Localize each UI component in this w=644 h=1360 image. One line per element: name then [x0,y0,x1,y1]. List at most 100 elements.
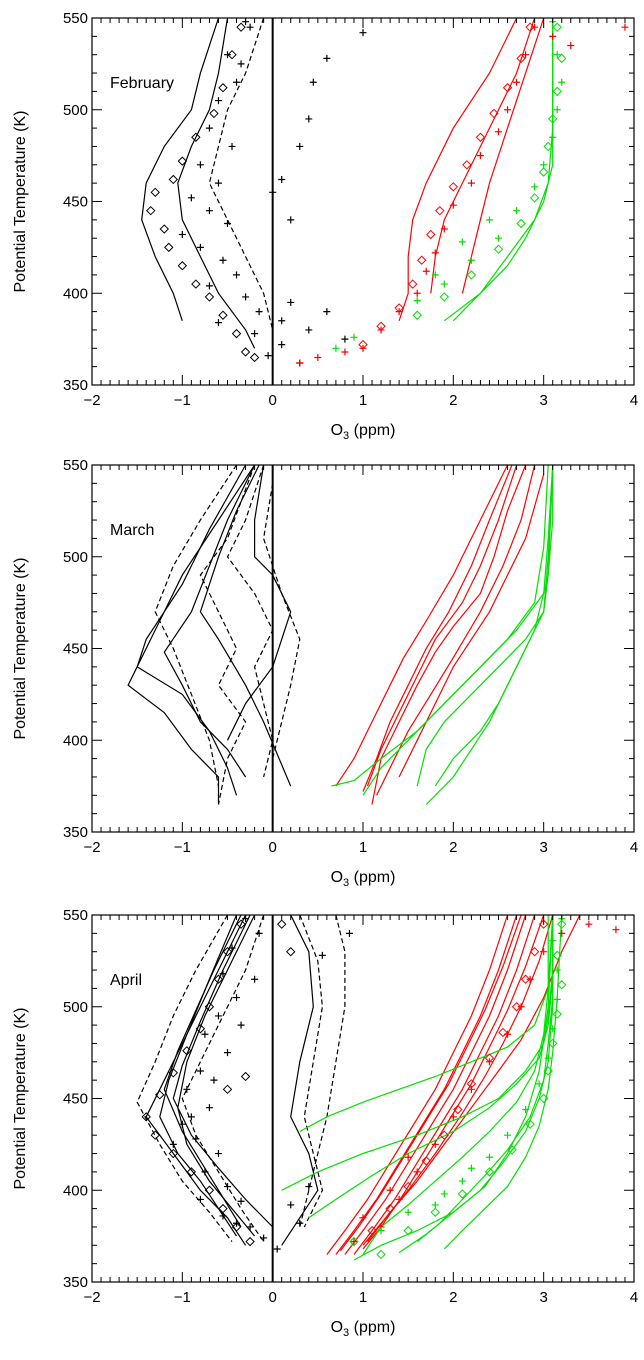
p0-xlabel-main: O [331,422,343,439]
p0-plot-area [141,18,629,367]
p2-plus-left-9 [205,1104,213,1112]
p0-diamond-mid-3 [407,279,418,289]
p2-plus-left-25 [255,929,263,937]
p0-diamond-right-1 [439,292,450,302]
p0-plus-left-24 [278,317,286,325]
p0-plus-right-13 [458,238,466,246]
p2-plus-left-6 [224,1049,231,1057]
p1-xlabel-sub: 3 [343,877,349,889]
p2-plus-right-6 [544,1054,552,1062]
p0-plus-right-7 [549,133,557,141]
p2-diamond-left-3 [204,1002,215,1012]
p0-plus-left-19 [251,330,259,338]
p1-series-mid-14 [398,474,545,778]
p2-ytick-label: 550 [63,907,88,924]
p2-series-mid-10 [335,915,518,1255]
p0-diamond-left-7 [150,187,160,198]
p1-ytick-label: 350 [63,824,88,841]
p1-xtick-label: −1 [174,839,191,856]
p2-diamond-mid-6 [466,1079,477,1089]
p2-plus-mid-4 [449,1113,457,1121]
p0-diamond-mid-11 [502,83,513,93]
p2-plus-mid-2 [413,1168,421,1176]
p0-series-mid-4 [430,18,536,294]
p0-diamond-right-7 [543,141,553,152]
p2-diamond-right-7 [543,1066,553,1076]
p2-plus-right-1 [458,1177,466,1185]
p2-diamond-right-11 [552,950,562,961]
p0-diamond-left-11 [177,261,188,271]
p2-plus-left-8 [183,1085,191,1093]
p0-diamond-left-17 [249,352,260,363]
p2-series-right-21 [416,915,554,1243]
p1-series-left-0 [127,465,256,805]
p2-plus-right-4 [522,1106,530,1114]
p0-plus-left-20 [278,341,286,349]
p0-diamond-mid-12 [516,53,526,64]
p1-ytick-label: 400 [63,732,88,749]
p2-diamond-right-4 [507,1145,517,1155]
p1-xlabel-main: O [331,869,343,886]
p0-plus-left-29 [278,175,286,183]
p2-plus-mid-3 [431,1140,439,1148]
p0-diamond-mid-10 [489,108,499,119]
p0-xtick-label: 2 [449,392,457,409]
p0-plus-right-4 [513,207,521,215]
p2-diamond-left-18 [276,919,287,929]
p2-plus-left-4 [214,1012,222,1020]
p2-diamond-mid-2 [403,1181,413,1192]
p0-xtick-label: 4 [630,392,638,409]
p0-plus-left-25 [305,326,313,334]
p2-x-axis-title: O3 (ppm) [331,1319,396,1339]
p2-plus-left-12 [214,1150,222,1158]
p0-diamond-left-2 [218,83,228,93]
p0-ytick-label: 400 [63,285,88,302]
p0-series-left-2 [208,18,274,331]
p0-diamond-mid-9 [475,132,486,142]
p2-plus-right-2 [485,1153,493,1161]
p2-xlabel-sub: 3 [343,1327,349,1339]
p1-series-mid-10 [366,465,518,787]
p2-plus-mid-1 [395,1195,403,1203]
p1-xtick-label: 2 [449,839,457,856]
p2-series-right-18 [281,915,554,1191]
p2-plus-left-23 [318,951,326,959]
p2-plus-left-31 [196,1195,204,1203]
p2-plus-left-2 [219,970,227,978]
p2-plus-left-16 [219,1212,227,1220]
p0-plus-left-21 [264,352,272,360]
p0-plus-mid-12 [513,78,521,86]
p0-plus-mid-18 [341,348,349,356]
p1-series-right-19 [434,465,554,787]
p0-plus-left-32 [305,115,313,123]
p2-plus-left-3 [233,994,241,1002]
p0-plus-left-13 [219,256,227,264]
p1-xtick-label: 3 [539,839,547,856]
p0-plus-right-5 [531,183,539,191]
p0-plus-right-16 [332,344,340,352]
p0-diamond-left-16 [240,347,251,357]
p1-series-mid-11 [371,465,527,805]
p0-plus-mid-3 [413,289,421,297]
p2-diamond-left-13 [218,1203,228,1214]
p0-plus-mid-13 [522,51,530,59]
p2-plus-mid-16 [386,1186,394,1194]
p2-diamond-left-6 [168,1068,179,1078]
p2-diamond-mid-5 [453,1104,463,1115]
p0-diamond-left-8 [146,205,156,216]
p0-plus-left-5 [228,142,236,150]
p0-diamond-right-0 [412,310,422,320]
p2-ytick-label: 500 [63,999,88,1016]
p1-xtick-label: −2 [83,839,100,856]
p0-plus-right-12 [485,216,493,224]
p2-plot-area [136,915,620,1261]
p0-plus-left-35 [359,29,367,37]
p1-series-right-18 [425,474,554,805]
p2-series-right-25 [353,918,554,1261]
p2-plus-left-5 [201,1030,209,1038]
p2-diamond-left-1 [222,946,233,957]
p2-series-left-5 [163,915,242,1228]
p0-plus-mid-9 [476,152,484,160]
p2-series-right-22 [443,915,563,1250]
p0-plus-right-8 [553,106,561,114]
